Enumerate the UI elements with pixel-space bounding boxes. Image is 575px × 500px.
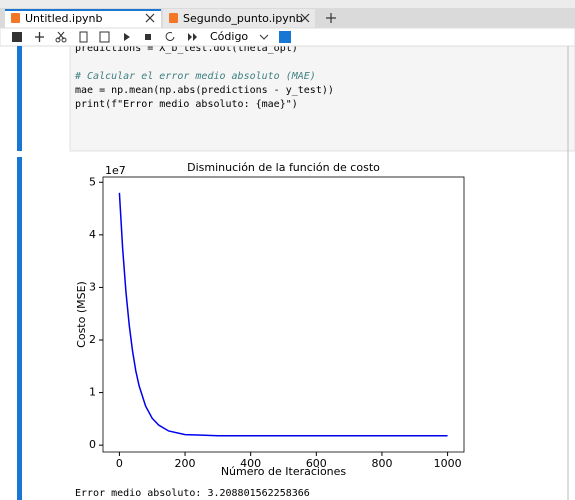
y-tick-label: 3 [89,280,96,293]
run-all-button[interactable] [188,33,197,41]
plot-frame [102,176,465,453]
x-tick-label: 600 [306,457,327,470]
tab-close[interactable] [145,13,155,23]
cut-button[interactable] [55,31,67,43]
tab-active[interactable] [5,9,161,28]
code-line: # Calcular el error medio absoluto (MAE) [74,71,316,82]
tab-label[interactable]: Segundo_punto.ipynb [183,12,303,25]
x-tick-label: 200 [175,457,196,470]
y-tick-label: 4 [89,228,96,241]
output-text: Error medio absoluto: 3.208801562258366 [75,488,310,499]
insert-button[interactable] [35,32,44,42]
restart-button[interactable] [165,32,175,41]
y-axis-label: Costo (MSE) [75,281,88,348]
y-tick-label: 5 [89,175,96,188]
new-tab[interactable] [326,13,336,23]
notebook-icon [11,13,20,23]
cell-selection-bar [17,157,22,500]
chart-title: Disminución de la función de costo [187,161,380,174]
y-tick-label: 1 [89,386,96,399]
x-tick-label: 1000 [434,457,462,470]
x-tick-label: 800 [371,457,392,470]
y-tick-label: 0 [89,438,96,451]
save-button[interactable] [12,32,22,42]
x-tick-label: 400 [240,457,261,470]
stop-button[interactable] [145,34,151,40]
x-tick-label: 0 [116,457,123,470]
tab-label[interactable]: Untitled.ipynb [25,12,103,25]
data-line [118,192,448,437]
code-line: predictions = X_b_test.dot(theta_opt) [75,43,298,54]
cell-selection-bar [17,46,22,151]
tab[interactable] [163,9,315,28]
notebook-icon [169,13,178,23]
x-axis-label: Número de Iteraciones [221,465,347,478]
code-line: print(f"Error medio absoluto: {mae}") [75,99,298,110]
cell-type-dropdown[interactable]: Código [210,30,248,43]
run-button[interactable] [124,33,130,41]
title-strip [0,0,575,8]
paste-button[interactable] [99,31,110,43]
tab-close[interactable] [300,13,310,23]
offset-label: 1e7 [105,164,126,177]
code-cell-input[interactable] [69,45,575,152]
y-tick-label: 2 [89,333,96,346]
format-button[interactable] [279,31,291,43]
code-line: mae = np.mean(np.abs(predictions - y_tes… [75,85,334,96]
copy-button[interactable] [79,31,88,43]
tab-active-indicator [5,9,161,11]
dropdown-arrow [259,34,269,40]
